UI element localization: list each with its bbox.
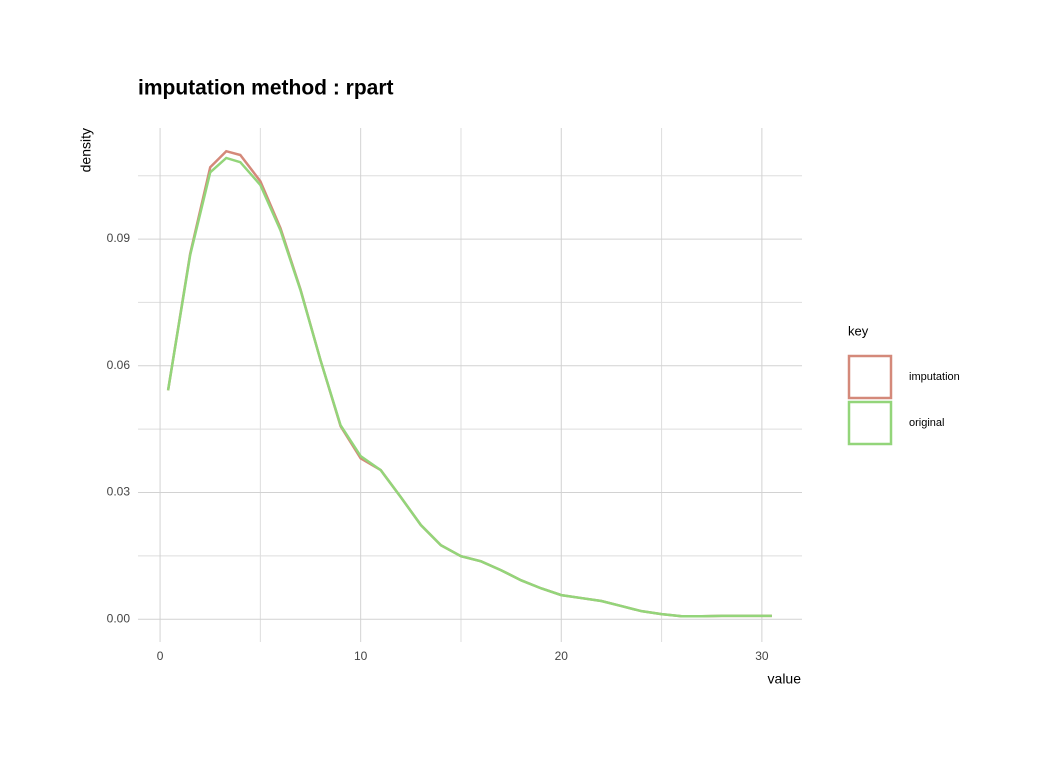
legend-title: key [848, 323, 869, 338]
legend-key [847, 400, 893, 446]
y-axis-label: density [78, 128, 94, 172]
x-tick-label: 30 [755, 649, 769, 663]
density-line [166, 156, 772, 618]
x-tick-label: 20 [555, 649, 569, 663]
x-tick-label: 0 [157, 649, 164, 663]
y-tick-label: 0.00 [107, 611, 131, 625]
y-tick-label: 0.06 [107, 358, 131, 372]
y-tick-label: 0.09 [107, 231, 131, 245]
legend-label: imputation [909, 371, 960, 383]
chart-title: imputation method : rpart [138, 77, 394, 100]
density-line [166, 149, 772, 618]
x-tick-label: 10 [354, 649, 368, 663]
y-tick-label: 0.03 [107, 485, 131, 499]
legend-key [847, 354, 893, 400]
legend-label: original [909, 417, 944, 429]
x-axis-label: value [768, 671, 802, 687]
